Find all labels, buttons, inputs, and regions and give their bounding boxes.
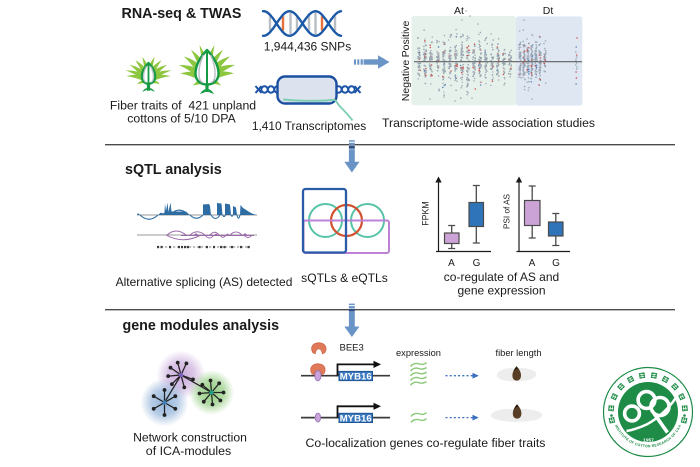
svg-text:FPKM: FPKM bbox=[421, 201, 431, 225]
svg-text:fiber length: fiber length bbox=[496, 348, 542, 358]
svg-text:sQTL analysis: sQTL analysis bbox=[125, 162, 222, 178]
svg-text:sQTLs & eQTLs: sQTLs & eQTLs bbox=[301, 271, 388, 285]
svg-text:Transcriptome-wide association: Transcriptome-wide association studies bbox=[382, 116, 595, 130]
svg-text:Alternative splicing (AS) dete: Alternative splicing (AS) detected bbox=[116, 275, 293, 289]
svg-text:Negative: Negative bbox=[400, 60, 412, 102]
svg-text:expression: expression bbox=[396, 348, 441, 358]
svg-text:BEE3: BEE3 bbox=[340, 343, 364, 354]
svg-text:co-regulate of AS and: co-regulate of AS and bbox=[444, 270, 559, 284]
svg-text:1957: 1957 bbox=[643, 437, 654, 443]
svg-text:A: A bbox=[448, 258, 455, 269]
svg-text:cottons of 5/10 DPA: cottons of 5/10 DPA bbox=[127, 112, 236, 126]
svg-text:MYB16: MYB16 bbox=[340, 413, 372, 424]
svg-text:Dt: Dt bbox=[543, 5, 554, 17]
svg-text:G: G bbox=[552, 258, 560, 269]
svg-text:gene expression: gene expression bbox=[457, 284, 545, 298]
svg-text:1,410 Transcriptomes: 1,410 Transcriptomes bbox=[252, 119, 366, 133]
svg-text:of ICA-modules: of ICA-modules bbox=[146, 444, 231, 458]
svg-text:Fiber traits of 421 unpland: Fiber traits of 421 unpland bbox=[110, 99, 256, 113]
svg-text:1,944,436 SNPs: 1,944,436 SNPs bbox=[264, 40, 351, 54]
svg-text:Positive: Positive bbox=[400, 20, 412, 57]
svg-text:A: A bbox=[529, 258, 536, 269]
svg-text:Network construction: Network construction bbox=[133, 431, 247, 445]
svg-text:PSI of AS: PSI of AS bbox=[503, 193, 512, 229]
svg-text:G: G bbox=[473, 258, 481, 269]
svg-text:RNA-seq & TWAS: RNA-seq & TWAS bbox=[122, 6, 242, 22]
svg-text:gene modules analysis: gene modules analysis bbox=[123, 318, 280, 334]
svg-text:At: At bbox=[454, 5, 464, 17]
svg-text:Co-localization genes co-regul: Co-localization genes co-regulate fiber … bbox=[306, 436, 546, 450]
svg-text:MYB16: MYB16 bbox=[340, 371, 372, 382]
